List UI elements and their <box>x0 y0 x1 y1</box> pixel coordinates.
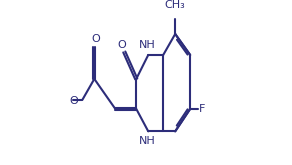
Text: CH₃: CH₃ <box>165 0 186 10</box>
Text: NH: NH <box>139 40 156 50</box>
Text: O: O <box>117 40 126 50</box>
Text: O: O <box>91 34 100 44</box>
Text: NH: NH <box>139 136 156 146</box>
Text: F: F <box>199 104 206 114</box>
Text: O: O <box>70 96 79 106</box>
